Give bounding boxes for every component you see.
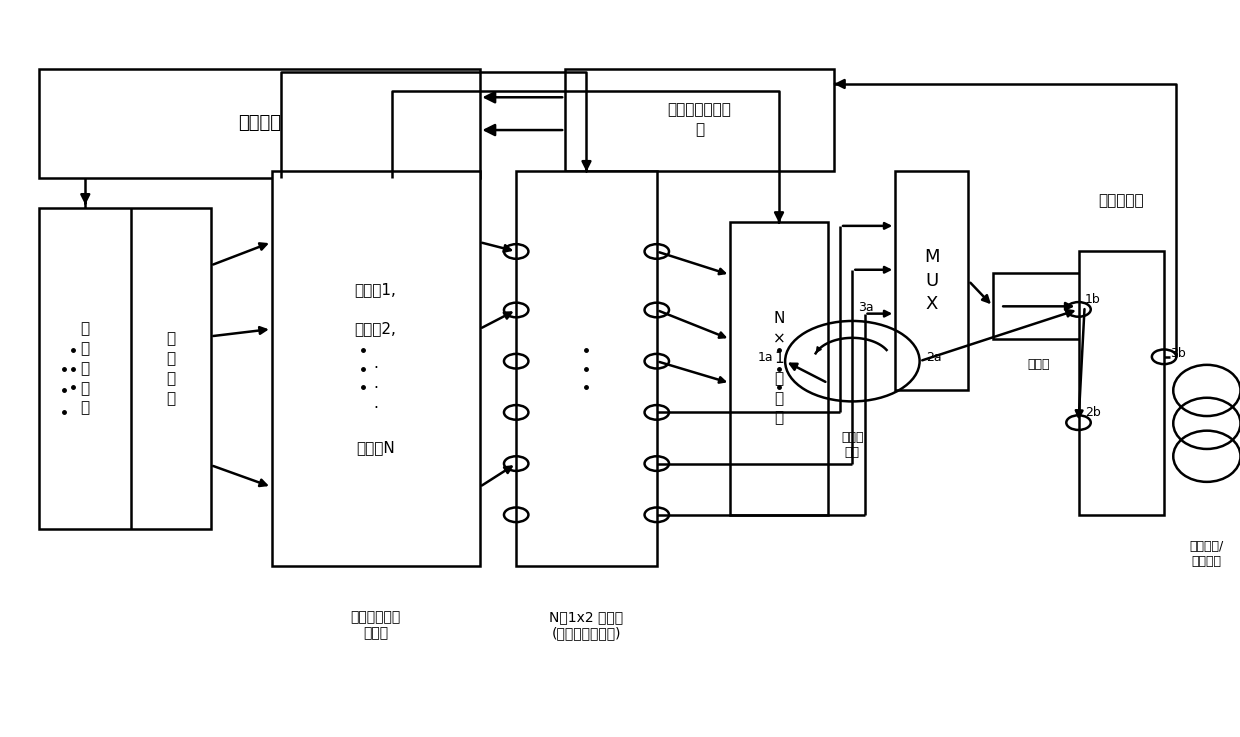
Text: 数据采集处理单
元: 数据采集处理单 元 (667, 102, 732, 137)
Text: 3b: 3b (1171, 346, 1185, 360)
Bar (40, 208, 211, 529)
Text: 3a: 3a (858, 301, 874, 314)
Text: N路1x2 光开关
(光开关控制矩阵): N路1x2 光开关 (光开关控制矩阵) (549, 610, 624, 640)
Text: 传输光纤/
增益介质: 传输光纤/ 增益介质 (1189, 540, 1224, 568)
Text: 光学环
形器: 光学环 形器 (841, 430, 863, 458)
Text: 泵浦激光器组
合单元: 泵浦激光器组 合单元 (351, 610, 401, 640)
Bar (40, 69, 480, 178)
Text: 光
控
单
元: 光 控 单 元 (166, 332, 175, 405)
Text: 1a: 1a (758, 351, 773, 364)
Bar (272, 171, 480, 566)
Bar (565, 69, 835, 171)
Text: 2b: 2b (1085, 406, 1100, 419)
Text: 主控单元: 主控单元 (238, 114, 281, 133)
Text: N
×
1
光
开
关: N × 1 光 开 关 (773, 312, 785, 425)
Bar (895, 171, 968, 391)
Text: 激
器
制
动
元: 激 器 制 动 元 (81, 321, 89, 416)
Bar (1079, 251, 1164, 514)
Text: 1b: 1b (1085, 293, 1100, 306)
Bar (516, 171, 657, 566)
Bar (993, 273, 1085, 339)
Text: 激光器1,

激光器2,

·
·
·

激光器N: 激光器1, 激光器2, · · · 激光器N (355, 282, 397, 455)
Text: M
U
X: M U X (924, 248, 940, 313)
Text: 隔离器: 隔离器 (1028, 357, 1050, 371)
Text: 输出光开关: 输出光开关 (1099, 193, 1145, 208)
Bar (730, 223, 828, 514)
Text: 2a: 2a (926, 351, 941, 364)
